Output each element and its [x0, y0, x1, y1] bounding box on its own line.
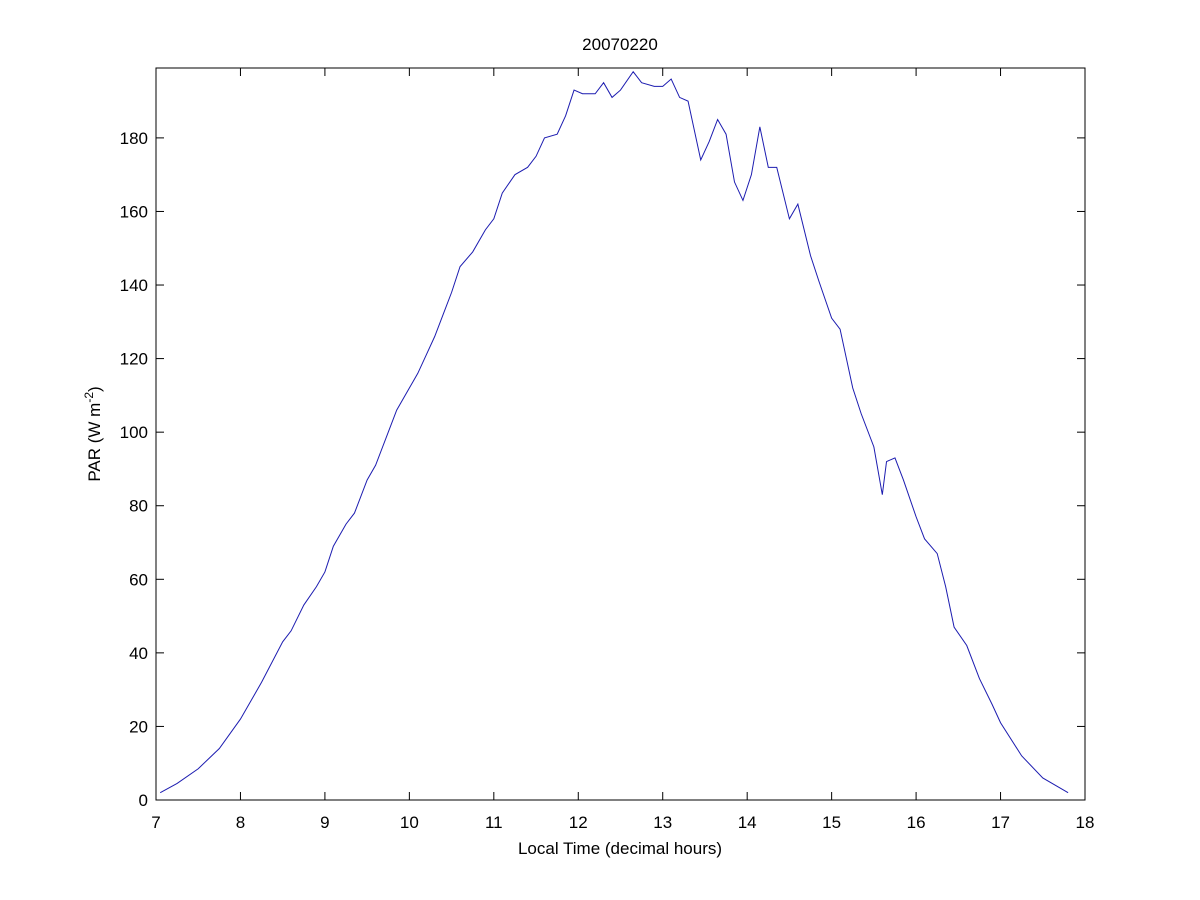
- x-axis-label: Local Time (decimal hours): [518, 839, 722, 858]
- x-tick-label: 12: [569, 813, 588, 832]
- x-tick-label: 18: [1076, 813, 1095, 832]
- y-axis-label-suffix: ): [85, 386, 104, 392]
- y-axis-label-sup: -2: [82, 392, 96, 403]
- y-tick-label: 40: [129, 644, 148, 663]
- y-tick-label: 160: [120, 202, 148, 221]
- data-line: [159, 70, 1069, 794]
- y-tick-label: 180: [120, 129, 148, 148]
- x-tick-label: 8: [236, 813, 245, 832]
- x-tick-label: 17: [991, 813, 1010, 832]
- y-tick-label: 120: [120, 350, 148, 369]
- y-tick-label: 140: [120, 276, 148, 295]
- y-axis-label: PAR (W m-2): [82, 386, 104, 481]
- chart-title: 20070220: [582, 35, 658, 54]
- y-tick-label: 60: [129, 570, 148, 589]
- y-axis-label-text: PAR (W m: [85, 403, 104, 482]
- plot-box: [155, 67, 1086, 801]
- y-tick-label: 20: [129, 717, 148, 736]
- y-tick-label: 100: [120, 423, 148, 442]
- x-tick-label: 10: [400, 813, 419, 832]
- x-tick-label: 7: [151, 813, 160, 832]
- x-tick-label: 11: [485, 813, 503, 832]
- x-tick-label: 14: [738, 813, 757, 832]
- x-tick-label: 16: [907, 813, 926, 832]
- y-tick-label: 0: [139, 791, 148, 810]
- y-tick-label: 80: [129, 497, 148, 516]
- x-tick-label: 13: [653, 813, 672, 832]
- x-tick-label: 15: [822, 813, 841, 832]
- x-tick-label: 9: [320, 813, 329, 832]
